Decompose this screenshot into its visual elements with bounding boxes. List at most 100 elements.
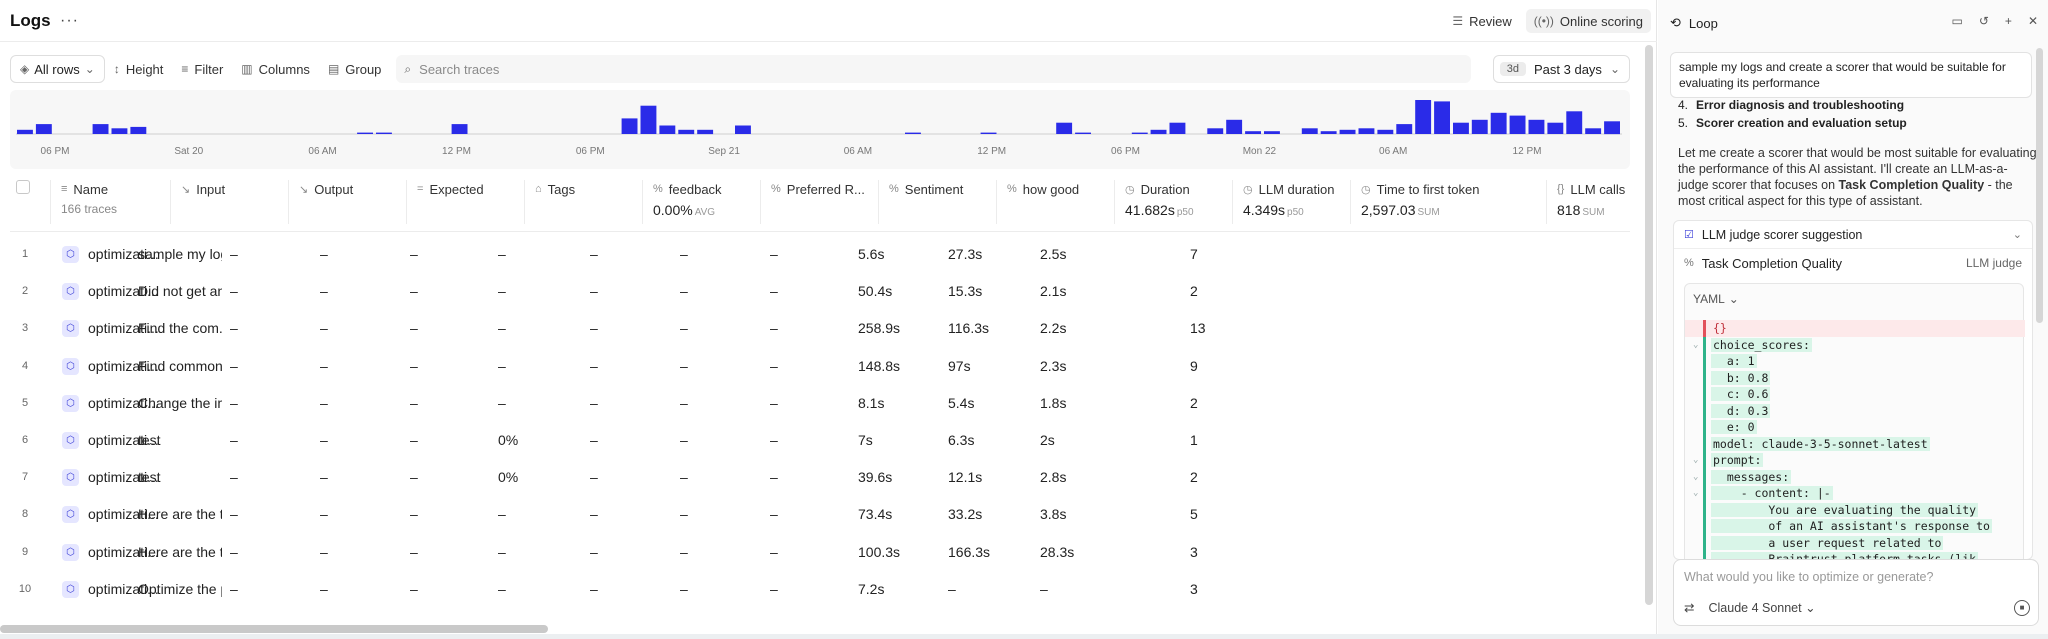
- fold-toggle[interactable]: ⌄: [1693, 471, 1699, 482]
- histogram-bar[interactable]: [1056, 122, 1073, 134]
- settings-icon[interactable]: ⇄: [1684, 601, 1695, 615]
- columns-button[interactable]: ▥ Columns: [232, 55, 319, 83]
- histogram-bar[interactable]: [35, 124, 52, 134]
- histogram-bar[interactable]: [1207, 128, 1224, 134]
- histogram-bar[interactable]: [1509, 115, 1526, 134]
- horizontal-scrollbar[interactable]: [0, 625, 548, 633]
- histogram-bar[interactable]: [1585, 128, 1602, 134]
- fold-toggle[interactable]: ⌄: [1693, 488, 1699, 498]
- histogram-bar[interactable]: [1358, 128, 1375, 134]
- histogram-bar[interactable]: [1320, 131, 1337, 134]
- histogram-bar[interactable]: [735, 125, 751, 135]
- histogram-bar[interactable]: [980, 132, 997, 134]
- scorer-row[interactable]: % Task Completion Quality LLM judge: [1674, 249, 2032, 277]
- histogram-bar[interactable]: [376, 132, 392, 134]
- column-header[interactable]: % Sentiment: [878, 180, 963, 224]
- table-row[interactable]: 6 ⬡ optimizati... test – – – 0% – – – 7s 6.3s 2s 1: [10, 422, 1630, 459]
- list-icon: ≡: [61, 183, 68, 195]
- column-header[interactable]: % how good: [996, 180, 1079, 224]
- table-row[interactable]: 2⬡optimizati...Did not get an...–––––––5…: [10, 273, 1630, 310]
- review-button[interactable]: ☰ Review: [1444, 9, 1519, 33]
- histogram-bar[interactable]: [357, 132, 373, 134]
- group-button[interactable]: ▤ Group: [319, 55, 390, 83]
- histogram-bar[interactable]: [905, 132, 921, 134]
- online-scoring-button[interactable]: ((•)) Online scoring: [1525, 9, 1651, 33]
- histogram-bar[interactable]: [17, 129, 33, 135]
- histogram-bar[interactable]: [130, 126, 147, 134]
- search-input[interactable]: [419, 61, 1320, 77]
- column-header[interactable]: ◷ Time to first token 2,597.03 SUM: [1350, 180, 1479, 224]
- screen-icon[interactable]: ▭: [1951, 14, 1963, 28]
- table-row[interactable]: 9⬡optimizati...Here are the t...–––––––1…: [10, 534, 1630, 571]
- column-header[interactable]: {} LLM calls 818 SUM: [1546, 180, 1625, 224]
- composer-input[interactable]: [1684, 570, 2014, 584]
- histogram-bar[interactable]: [1131, 132, 1148, 134]
- history-icon[interactable]: ↺: [1978, 14, 1989, 28]
- column-header[interactable]: ≡ Name 166 traces: [50, 180, 117, 224]
- histogram-bar[interactable]: [1434, 101, 1450, 134]
- histogram-bar[interactable]: [1339, 129, 1356, 135]
- fold-toggle[interactable]: ⌄: [1693, 455, 1699, 465]
- column-header[interactable]: ↘ Output: [288, 180, 353, 224]
- histogram-bar[interactable]: [1547, 122, 1564, 134]
- filter-button[interactable]: ≡ Filter: [172, 55, 232, 83]
- histogram-bar[interactable]: [1604, 121, 1620, 135]
- histogram-bar[interactable]: [1226, 119, 1243, 134]
- table-row[interactable]: 1⬡optimizati...sample my log...–––––––5.…: [10, 236, 1630, 273]
- histogram-bar[interactable]: [1528, 119, 1545, 134]
- table-row[interactable]: 3 ⬡ optimizati... Find the com... – – – – – – –258…: [10, 310, 1630, 347]
- column-header[interactable]: ⌂ Tags: [524, 180, 575, 224]
- more-options-button[interactable]: ···: [60, 12, 79, 29]
- column-header[interactable]: = Expected: [406, 180, 484, 224]
- row-filter-dropdown[interactable]: ◈ All rows ⌄: [10, 55, 105, 83]
- histogram-bar[interactable]: [659, 125, 676, 135]
- histogram-bar[interactable]: [1301, 128, 1318, 134]
- column-header[interactable]: ◷ Duration 41.682s p50: [1114, 180, 1194, 224]
- plus-icon[interactable]: +: [2004, 14, 2012, 28]
- histogram-bar[interactable]: [697, 129, 714, 135]
- column-header[interactable]: ↘ Input: [170, 180, 225, 224]
- scorer-card-header[interactable]: ☑ LLM judge scorer suggestion ⌄: [1674, 221, 2032, 249]
- column-header[interactable]: % feedback 0.00% AVG: [642, 180, 722, 224]
- histogram-bar[interactable]: [1396, 124, 1413, 134]
- model-selector[interactable]: Claude 4 Sonnet ⌄: [1708, 601, 1816, 615]
- traces-histogram[interactable]: 06 PM Sat 20 06 AM 12 PM 06 PM Sep 21 06 AM 12 …: [10, 90, 1630, 169]
- send-icon[interactable]: ■: [2014, 600, 2030, 616]
- column-header[interactable]: % Preferred R...: [760, 180, 865, 224]
- table-row[interactable]: 4⬡optimizati...Find common ...–––––––148…: [10, 348, 1630, 385]
- histogram-bar[interactable]: [1245, 131, 1261, 134]
- histogram-bar[interactable]: [111, 128, 128, 134]
- time-range-dropdown[interactable]: 3d Past 3 days ⌄: [1492, 55, 1630, 83]
- histogram-bar[interactable]: [678, 129, 695, 135]
- table-row[interactable]: 7 ⬡ optimizati... test – – – 0% – – – 39.6s 12.1s 2.8…: [10, 459, 1630, 496]
- column-header[interactable]: ◷ LLM duration 4.349s p50: [1232, 180, 1335, 224]
- fold-toggle[interactable]: ⌄: [1693, 339, 1699, 350]
- yaml-format-dropdown[interactable]: YAML ⌄: [1685, 284, 2023, 314]
- histogram-bar[interactable]: [621, 118, 638, 134]
- code-line: of an AI assistant's response to: [1685, 518, 2025, 535]
- table-row[interactable]: 10⬡optimizati...Optimize the p...–––––––…: [10, 571, 1630, 608]
- histogram-bar[interactable]: [1415, 100, 1432, 134]
- histogram-bar[interactable]: [92, 124, 109, 134]
- table-row[interactable]: 5⬡optimizati...Change the im...–––––––8.…: [10, 385, 1630, 422]
- assistant-message: Let me create a scorer that would be mos…: [1678, 145, 2038, 209]
- histogram-bar[interactable]: [1377, 129, 1394, 135]
- histogram-bar[interactable]: [1169, 122, 1186, 134]
- histogram-bar[interactable]: [1566, 111, 1583, 134]
- histogram-bar[interactable]: [1471, 119, 1488, 134]
- close-icon[interactable]: ✕: [2027, 14, 2038, 28]
- select-all-checkbox[interactable]: [16, 180, 30, 194]
- histogram-bar[interactable]: [640, 105, 657, 134]
- histogram-bar[interactable]: [1075, 132, 1091, 134]
- vertical-scrollbar[interactable]: [1645, 45, 1653, 605]
- table-row[interactable]: 8⬡optimizati...Here are the t...–––––––7…: [10, 496, 1630, 533]
- histogram-bar[interactable]: [1264, 131, 1280, 134]
- height-button[interactable]: ↕ Height: [105, 55, 173, 83]
- loop-scrollbar[interactable]: [2036, 48, 2043, 323]
- histogram-bar[interactable]: [451, 124, 468, 134]
- histogram-bar[interactable]: [1490, 112, 1507, 135]
- tag-icon: ⌂: [535, 183, 542, 195]
- yaml-editor[interactable]: YAML ⌄ {} ⌄ choice_scores: a: 1 b: 0.8 c: …: [1684, 283, 2025, 559]
- histogram-bar[interactable]: [1150, 129, 1167, 135]
- histogram-bar[interactable]: [1453, 122, 1469, 134]
